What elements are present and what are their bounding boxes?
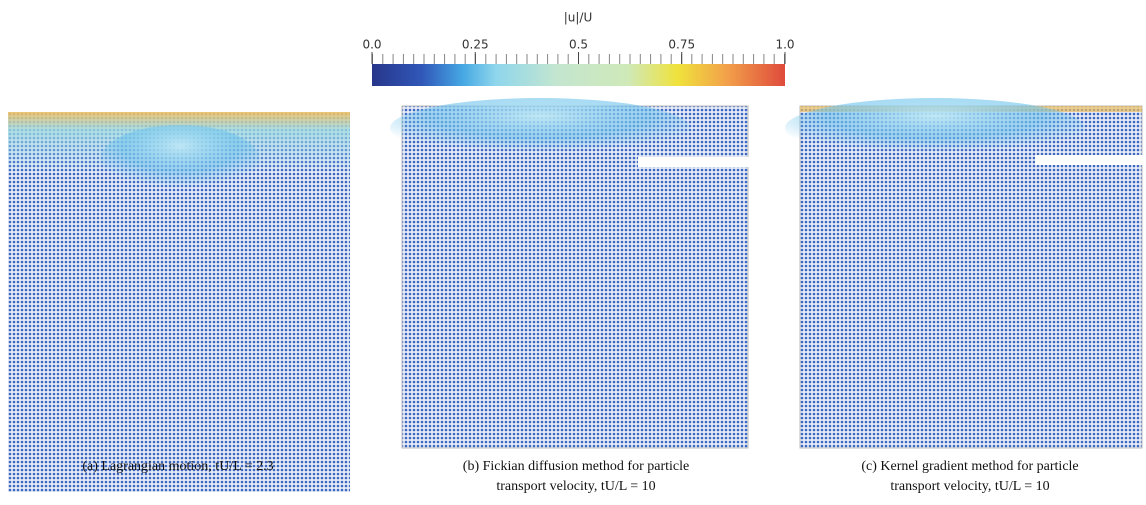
tick-label: 1.0 [775, 38, 794, 52]
tick-label: 0.5 [569, 38, 588, 52]
caption: transport velocity, tU/L = 10 [496, 479, 655, 494]
caption: transport velocity, tU/L = 10 [890, 479, 1049, 494]
wall [638, 157, 749, 167]
colorbar-title: |u|/U [564, 11, 593, 25]
caption: (c) Kernel gradient method for particle [861, 459, 1078, 474]
panel-c [785, 98, 1143, 449]
flow-jet [390, 98, 690, 158]
colorbar-gradient [372, 64, 785, 86]
caption: (b) Fickian diffusion method for particl… [463, 459, 689, 474]
flow-jet [100, 125, 260, 195]
caption: (a) Lagrangian motion, tU/L = 2.3 [82, 459, 273, 474]
panel-a [8, 112, 350, 492]
tick-label: 0.25 [462, 38, 489, 52]
tick-label: 0.75 [668, 38, 695, 52]
panel-b [390, 98, 749, 449]
wall [1035, 155, 1143, 165]
flow-jet [785, 98, 1085, 158]
tick-label: 0.0 [362, 38, 381, 52]
